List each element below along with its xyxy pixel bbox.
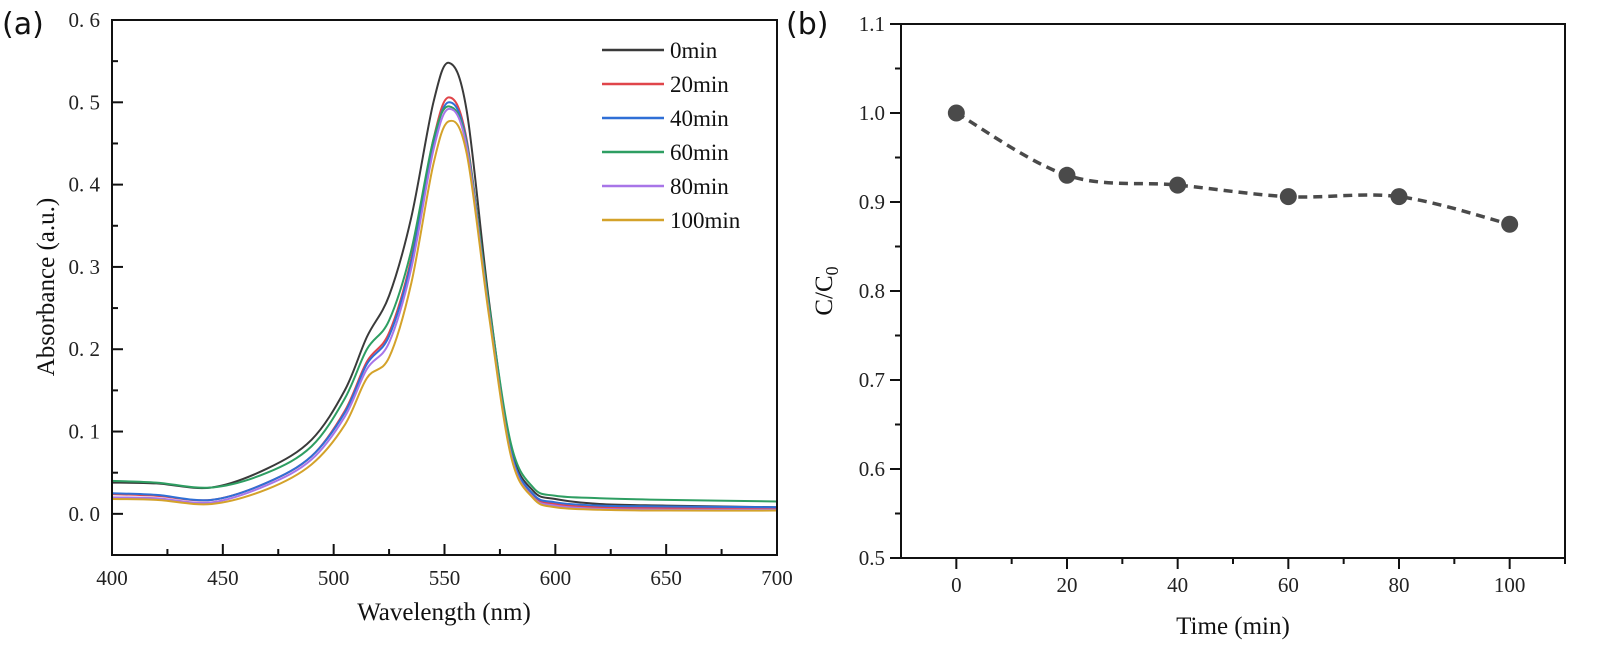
x-axis-ticks: 0 20 40 60 80 100 [951, 558, 1566, 597]
legend-label: 0min [670, 38, 718, 63]
series-line-100min [111, 119, 778, 512]
legend-label: 80min [670, 174, 729, 199]
y-tick-label: 0. 0 [69, 502, 101, 526]
y-tick-label: 0.8 [859, 279, 885, 303]
x-tick-label: 80 [1389, 573, 1410, 597]
y-tick-label: 0. 5 [69, 90, 101, 114]
y-tick-label: 1.1 [859, 12, 885, 36]
data-point [1279, 188, 1297, 206]
y-axis-title: C/C0 [811, 266, 842, 315]
x-tick-label: 650 [650, 566, 682, 590]
y-axis-ticks: 0. 0 0. 1 0. 2 0. 3 0. 4 0. 5 0. 6 [69, 8, 123, 556]
y-axis-title-subscript: 0 [822, 266, 842, 275]
panel-a-absorbance-spectra: (a) 400 450 500 550 600 650 700 0. 00. 10. 20.… [2, 7, 793, 626]
x-tick-label: 600 [540, 566, 572, 590]
panel-b-concentration-ratio: (b) 0 20 40 60 80 100 0.5 0.6 0.7 0.8 0.9 1.0 1.1 T… [786, 7, 1566, 640]
y-tick-label: 0.7 [859, 368, 885, 392]
legend-label: 20min [670, 72, 729, 97]
data-point [1169, 176, 1187, 194]
series-points [947, 104, 1519, 233]
y-tick-label: 0. 1 [69, 420, 101, 444]
y-tick-label: 0.9 [859, 190, 885, 214]
y-tick-label: 0. 3 [69, 255, 101, 279]
y-tick-label: 0.5 [859, 546, 885, 570]
x-tick-label: 500 [318, 566, 350, 590]
panel-a-label: (a) [2, 7, 44, 42]
y-tick-label: 1.0 [859, 101, 885, 125]
x-tick-label: 550 [429, 566, 461, 590]
legend-label: 60min [670, 140, 729, 165]
data-point [1058, 166, 1076, 184]
data-point [1501, 215, 1519, 233]
y-tick-label: 0. 4 [69, 173, 101, 197]
x-tick-label: 20 [1057, 573, 1078, 597]
y-axis-title-main: C/C [811, 275, 838, 315]
x-tick-label: 0 [951, 573, 962, 597]
series-line-0min [111, 61, 778, 509]
x-tick-label: 450 [207, 566, 239, 590]
x-axis-ticks: 400 450 500 550 600 650 700 [96, 544, 793, 590]
panel-b-label: (b) [786, 7, 828, 42]
data-point [1390, 188, 1408, 206]
y-tick-label: 0. 6 [69, 8, 101, 32]
y-axis-ticks: 0.5 0.6 0.7 0.8 0.9 1.0 1.1 [859, 12, 901, 570]
legend: 0min 20min 40min 60min 80min 100min [602, 38, 741, 233]
plot-frame [900, 23, 1566, 559]
dashed-trend-line [955, 111, 1511, 226]
legend-label: 40min [670, 106, 729, 131]
y-tick-label: 0.6 [859, 457, 885, 481]
x-axis-title: Time (min) [1176, 613, 1290, 640]
legend-label: 100min [670, 208, 741, 233]
y-tick-label: 0. 2 [69, 337, 101, 361]
x-axis-title: Wavelength (nm) [357, 599, 531, 626]
x-tick-label: 100 [1494, 573, 1526, 597]
series-line-60min [111, 105, 778, 503]
series-line-80min [111, 107, 778, 511]
series-lines [111, 61, 778, 512]
data-point [947, 104, 965, 122]
y-axis-title: Absorbance (a.u.) [33, 198, 60, 376]
x-tick-label: 40 [1167, 573, 1188, 597]
x-tick-label: 700 [761, 566, 793, 590]
x-tick-label: 400 [96, 566, 128, 590]
x-tick-label: 60 [1278, 573, 1299, 597]
